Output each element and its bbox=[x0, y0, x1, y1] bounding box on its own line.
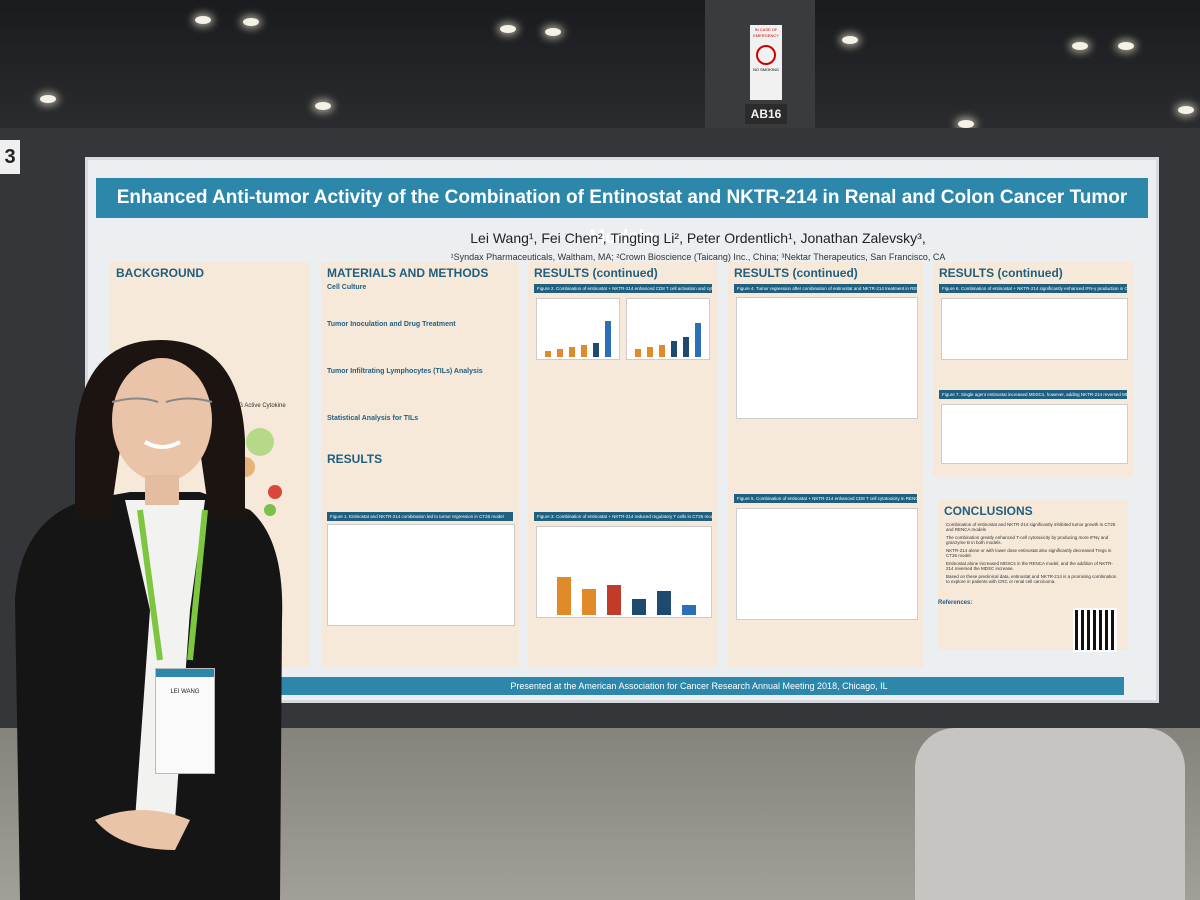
ceiling-light bbox=[1072, 42, 1088, 50]
conclusion-item: Combination of entinostat and NKTR-214 s… bbox=[946, 522, 1116, 532]
subsection-heading: Statistical Analysis for TILs bbox=[327, 415, 419, 422]
chart-bar bbox=[695, 323, 701, 357]
chair bbox=[915, 728, 1185, 900]
ceiling-light bbox=[243, 18, 259, 26]
name-badge: LEI WANG bbox=[155, 668, 215, 774]
subsection-heading: Cell Culture bbox=[327, 284, 367, 291]
figure-header: Figure 3. Combination of entinostat + NK… bbox=[534, 512, 712, 521]
conclusion-item: The combination greatly enhanced T-cell … bbox=[946, 535, 1109, 545]
chart-bar bbox=[581, 345, 587, 357]
qr-code-icon bbox=[1073, 608, 1117, 652]
figure-5-panel bbox=[736, 508, 918, 620]
ceiling-light bbox=[1178, 106, 1194, 114]
chart-bar bbox=[582, 589, 596, 615]
ceiling-light bbox=[40, 95, 56, 103]
ceiling-light bbox=[500, 25, 516, 33]
section-heading: RESULTS (continued) bbox=[534, 266, 658, 280]
chart-bar bbox=[607, 585, 621, 615]
chart-bar bbox=[647, 347, 653, 357]
section-heading: BACKGROUND bbox=[116, 266, 204, 280]
chart-bar bbox=[659, 345, 665, 357]
hands bbox=[95, 810, 190, 850]
sign-text: NO SMOKING bbox=[752, 67, 779, 72]
results-section: RESULTS (continued) Figure 2. Combinatio… bbox=[528, 262, 718, 667]
results-section-2: RESULTS (continued) Figure 4. Tumor regr… bbox=[728, 262, 923, 667]
lanyard bbox=[137, 509, 208, 661]
board-number: 3 bbox=[0, 140, 20, 174]
chart-bar bbox=[657, 591, 671, 615]
ceiling-light bbox=[545, 28, 561, 36]
bar-chart bbox=[536, 298, 620, 360]
cell-shape bbox=[264, 504, 276, 516]
section-heading: MATERIALS AND METHODS bbox=[327, 266, 489, 280]
results-section-3: RESULTS (continued) Figure 6. Combinatio… bbox=[933, 262, 1133, 477]
figure-4-panel bbox=[736, 297, 918, 419]
cell-shape bbox=[268, 485, 282, 499]
cytokine-shape bbox=[246, 428, 274, 456]
poster-authors: Lei Wang¹, Fei Chen², Tingting Li², Pete… bbox=[470, 230, 926, 246]
booth-sign: AB16 bbox=[745, 104, 787, 124]
badge-header bbox=[156, 669, 214, 677]
badge-name: LEI WANG bbox=[170, 689, 200, 695]
methods-section: MATERIALS AND METHODS Cell Culture Tumor… bbox=[321, 262, 519, 667]
neck bbox=[145, 475, 179, 505]
figure-header: Figure 6. Combination of entinostat + NK… bbox=[939, 284, 1127, 293]
treg-chart bbox=[536, 526, 712, 618]
section-heading: RESULTS bbox=[327, 452, 383, 466]
ceiling-light bbox=[195, 16, 211, 24]
figure-1-panel bbox=[327, 524, 515, 626]
chart-bar bbox=[545, 351, 551, 357]
figure-header: Figure 1. Entinostat and NKTR-214 combin… bbox=[327, 512, 513, 521]
chart-bar bbox=[593, 343, 599, 357]
poster-title: Enhanced Anti-tumor Activity of the Comb… bbox=[96, 178, 1148, 248]
ceiling-light bbox=[958, 120, 974, 128]
bar-chart bbox=[941, 298, 1128, 360]
ceiling-light bbox=[842, 36, 858, 44]
no-smoking-icon bbox=[756, 45, 776, 65]
emergency-sign: IN CASE OF EMERGENCY NO SMOKING bbox=[750, 25, 782, 100]
sign-text: IN CASE OF EMERGENCY bbox=[753, 27, 779, 38]
chart-bar bbox=[557, 577, 571, 615]
section-heading: RESULTS (continued) bbox=[734, 266, 858, 280]
section-heading: CONCLUSIONS bbox=[944, 504, 1033, 518]
white-shirt bbox=[125, 500, 205, 820]
ceiling-light bbox=[1118, 42, 1134, 50]
poster-footer: Presented at the American Association fo… bbox=[274, 677, 1124, 695]
figure-header: Figure 4. Tumor regression after combina… bbox=[734, 284, 917, 293]
glasses-icon bbox=[111, 397, 213, 403]
figure-header: Figure 2. Combination of entinostat + NK… bbox=[534, 284, 712, 293]
chart-bar bbox=[682, 605, 696, 615]
conclusion-item: Based on these preclinical data, entinos… bbox=[946, 574, 1117, 584]
conclusion-item: Entinostat alone increased MDSCs in the … bbox=[946, 561, 1113, 571]
bar-chart bbox=[941, 404, 1128, 464]
chart-bar bbox=[671, 341, 677, 357]
chart-bar bbox=[557, 349, 563, 357]
references-label: References: bbox=[938, 600, 973, 606]
chart-bar bbox=[683, 337, 689, 357]
presenter-person bbox=[15, 340, 283, 900]
bar-chart bbox=[626, 298, 710, 360]
chart-bar bbox=[632, 599, 646, 615]
subsection-heading: Tumor Infiltrating Lymphocytes (TILs) An… bbox=[327, 368, 483, 375]
poster-affiliations: ¹Syndax Pharmaceuticals, Waltham, MA; ²C… bbox=[450, 252, 946, 262]
conclusion-item: NKTR-214 alone or with lower dose entino… bbox=[946, 548, 1112, 558]
diagram-label: 1-PEG Active Cytokine bbox=[225, 403, 286, 409]
chart-bar bbox=[605, 321, 611, 357]
ceiling-light bbox=[315, 102, 331, 110]
figure-header: Figure 5. Combination of entinostat + NK… bbox=[734, 494, 917, 503]
chart-bar bbox=[569, 347, 575, 357]
subsection-heading: Tumor Inoculation and Drug Treatment bbox=[327, 321, 456, 328]
figure-header: Figure 7. Single agent entinostat increa… bbox=[939, 390, 1127, 399]
section-heading: RESULTS (continued) bbox=[939, 266, 1063, 280]
chart-bar bbox=[635, 349, 641, 357]
face bbox=[112, 358, 212, 482]
smile bbox=[143, 440, 181, 449]
